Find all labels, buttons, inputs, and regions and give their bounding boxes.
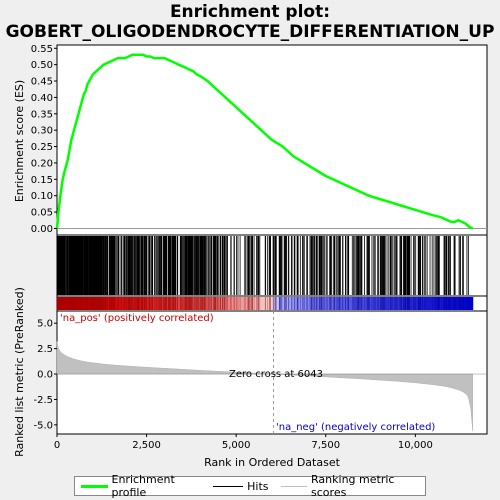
ranking-metric-area [56, 341, 473, 432]
pos-annotation: 'na_pos' (positively correlated) [60, 313, 214, 324]
hits-lines [56, 236, 469, 295]
rank-gradient-segment [292, 297, 297, 310]
es-ytick-label: 0.55 [31, 44, 53, 55]
legend-enrichment-label: Enrichment profile [111, 473, 175, 499]
metric-ytick-label: 5.0 [37, 319, 53, 330]
rank-gradient-segment [299, 297, 304, 310]
rank-gradient-segment [458, 297, 463, 310]
es-ytick-label: 0.20 [31, 158, 53, 169]
rank-gradient-segment [465, 297, 470, 310]
es-y-axis-label: Enrichment score (ES) [13, 80, 26, 202]
es-ytick-label: 0.40 [31, 93, 53, 104]
rank-gradient-segment [223, 297, 228, 310]
legend-hits-swatch [213, 485, 244, 487]
rank-gradient-segment [237, 297, 242, 310]
zero-cross-annotation: Zero cross at 6043 [229, 369, 323, 380]
rank-gradient-segment [233, 297, 238, 310]
rank-gradient-segment [372, 297, 377, 310]
es-ytick-label: 0.50 [31, 60, 53, 71]
rank-gradient-segment [431, 297, 436, 310]
legend-enrichment-swatch [81, 484, 108, 488]
rank-gradient-segment [261, 297, 266, 310]
legend-hits: Hits [213, 479, 269, 493]
rank-gradient-segment [386, 297, 391, 310]
rank-gradient-segment [462, 297, 467, 310]
rank-gradient-segment [285, 297, 290, 310]
chart-title-line2: GOBERT_OLIGODENDROCYTE_DIFFERENTIATION_U… [5, 22, 495, 42]
rank-gradient-segment [354, 297, 359, 310]
es-ytick-label: 0.05 [31, 208, 53, 219]
es-ytick-label: 0.25 [31, 142, 53, 153]
legend-ranking: Ranking metric scores [280, 473, 419, 499]
chart-title-line1: Enrichment plot: [169, 2, 331, 22]
rank-gradient-segment [368, 297, 373, 310]
rank-gradient-segment [306, 297, 311, 310]
rank-gradient-segment [275, 297, 280, 310]
rank-gradient-segment [199, 297, 204, 310]
x-axis-label: Rank in Ordered Dataset [204, 456, 341, 469]
rank-gradient-segment [347, 297, 353, 310]
rank-gradient-segment [226, 297, 231, 310]
rank-gradient-segment [410, 297, 415, 310]
rank-gradient-segment [115, 297, 120, 310]
rank-gradient-segment [427, 297, 432, 310]
rank-gradient-segment [313, 297, 318, 310]
legend-ranking-swatch [280, 485, 308, 487]
es-ytick-label: 0.35 [31, 109, 53, 120]
rank-gradient-segment [469, 297, 474, 310]
enrichment-profile-line [55, 53, 474, 230]
xtick-label: 5,000 [222, 440, 251, 451]
xtick-label: 10,000 [398, 440, 433, 451]
legend-enrichment: Enrichment profile [81, 473, 201, 499]
xtick-label: 7,500 [311, 440, 340, 451]
rank-gradient-segment [396, 297, 401, 310]
xtick-label: 2,500 [132, 440, 161, 451]
rank-gradient-segment [316, 297, 321, 310]
rank-gradient-segment [424, 297, 429, 310]
rank-gradient-segment [438, 297, 443, 310]
es-plot [55, 53, 487, 230]
rank-gradient-segment [174, 297, 179, 310]
metric-ytick-label: 0.0 [37, 370, 53, 381]
rank-gradient-segment [219, 297, 224, 310]
rank-gradient-segment [327, 297, 332, 310]
rank-gradient-segment [455, 297, 460, 310]
rank-gradient-segment [105, 297, 110, 310]
rank-gradient-segment [250, 297, 256, 310]
rank-gradient-segment [209, 297, 214, 310]
rank-gradient-segment [361, 297, 366, 310]
es-ytick-label: 0.00 [31, 224, 53, 235]
rank-gradient-segment [302, 297, 307, 310]
es-ytick-label: 0.30 [31, 126, 53, 137]
rank-gradient-segment [153, 297, 159, 310]
metric-y-axis-label: Ranked list metric (PreRanked) [13, 287, 26, 457]
metric-ytick-label: 2.5 [37, 344, 53, 355]
metric-ytick-label: -2.5 [33, 395, 53, 406]
legend-hits-label: Hits [247, 479, 269, 493]
legend-ranking-label: Ranking metric scores [311, 473, 395, 499]
metric-ytick-label: -5.0 [33, 420, 53, 431]
es-ytick-label: 0.45 [31, 77, 53, 88]
rank-gradient-bar [56, 297, 474, 310]
rank-gradient-segment [330, 297, 335, 310]
metric-plot [56, 311, 487, 434]
es-ytick-label: 0.15 [31, 175, 53, 186]
rank-gradient-segment [240, 297, 245, 310]
xtick-label: 0 [54, 440, 60, 451]
rank-gradient-segment [344, 297, 349, 310]
rank-gradient-segment [205, 297, 211, 310]
legend: Enrichment profile Hits Ranking metric s… [74, 473, 426, 499]
rank-gradient-segment [323, 297, 328, 310]
rank-gradient-segment [230, 297, 235, 310]
rank-gradient-segment [441, 297, 446, 310]
es-ytick-label: 0.10 [31, 191, 53, 202]
neg-annotation: 'na_neg' (negatively correlated) [276, 422, 435, 433]
rank-gradient-segment [264, 297, 269, 310]
axes: 0.000.050.100.150.200.250.300.350.400.45… [31, 44, 433, 451]
